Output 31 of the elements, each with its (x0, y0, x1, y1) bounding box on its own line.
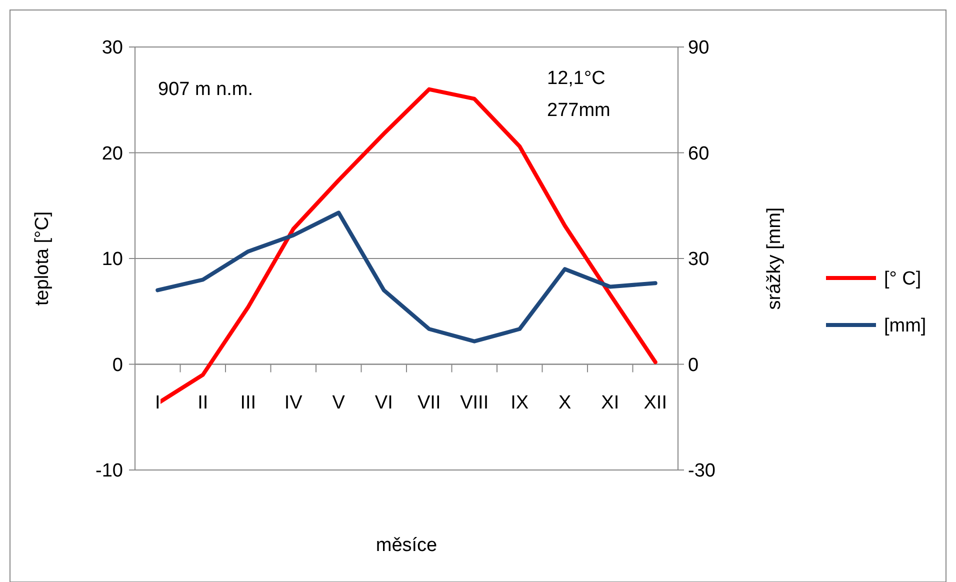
annotation: 277mm (547, 100, 610, 121)
y-tick-label: 20 (102, 143, 123, 164)
y-tick-label: 10 (102, 249, 123, 270)
x-tick-label: XI (601, 392, 620, 414)
y2-tick-label: 0 (688, 354, 699, 376)
legend-label: [° C] (884, 268, 922, 290)
y2-tick-label: -30 (688, 460, 716, 482)
x-tick-label: VII (418, 392, 441, 414)
x-tick-label: II (198, 392, 208, 414)
x-axis-title: měsíce (376, 535, 438, 556)
y2-tick-label: 90 (688, 38, 710, 59)
x-tick-label: I (154, 392, 160, 414)
y-axis-title: teplota [°C] (32, 211, 53, 306)
legend-label: [mm] (884, 316, 926, 337)
x-tick-label: IV (284, 392, 303, 414)
annotation: 12,1°C (547, 68, 606, 89)
y-tick-label: 0 (112, 354, 123, 376)
x-tick-label: VIII (460, 392, 489, 414)
y2-axis-title: srážky [mm] (764, 207, 785, 310)
x-tick-label: III (240, 392, 256, 414)
x-tick-label: VI (374, 392, 393, 414)
y-tick-label: -10 (96, 460, 123, 482)
y2-tick-label: 30 (688, 249, 710, 270)
line-series (156, 210, 658, 344)
y2-tick-label: 60 (688, 143, 710, 164)
annotation: 907 m n.m. (158, 79, 254, 100)
x-tick-label: X (558, 392, 572, 414)
y-tick-label: 30 (102, 38, 123, 59)
x-tick-label: V (332, 392, 346, 414)
x-tick-label: IX (510, 392, 529, 414)
x-tick-label: XII (644, 392, 667, 414)
